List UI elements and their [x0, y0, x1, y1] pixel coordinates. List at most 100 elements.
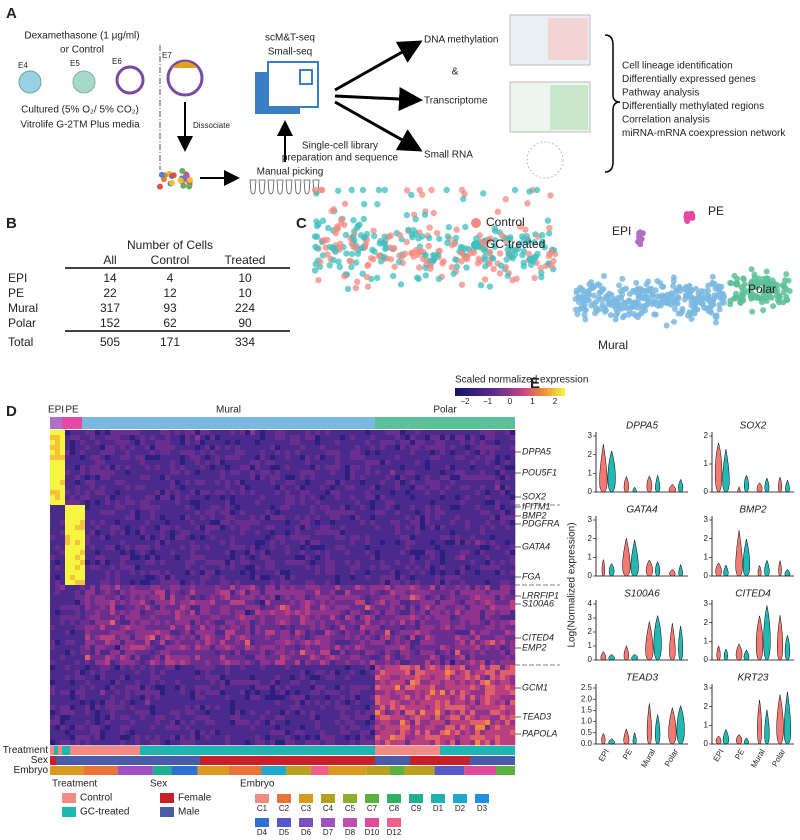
heat-cell — [140, 605, 146, 611]
heat-cell — [425, 490, 431, 496]
heat-cell — [225, 450, 231, 456]
heat-cell — [410, 510, 416, 516]
heat-cell — [355, 500, 361, 506]
heat-cell — [460, 455, 466, 461]
heat-cell — [405, 525, 411, 531]
heat-cell — [310, 610, 316, 616]
heat-cell — [180, 575, 186, 581]
heat-cell — [430, 515, 436, 521]
heat-cell — [435, 520, 441, 526]
tsne-point — [354, 278, 361, 285]
heat-cell — [410, 515, 416, 521]
heat-cell — [170, 480, 176, 486]
heat-cell — [350, 485, 356, 491]
heat-cell — [75, 435, 81, 441]
heat-cell — [430, 470, 436, 476]
heat-cell — [105, 460, 111, 466]
heat-cell — [70, 585, 76, 591]
heat-cell — [445, 470, 451, 476]
heat-cell — [195, 630, 201, 636]
heat-cell — [465, 480, 471, 486]
heat-cell — [275, 530, 281, 536]
heat-cell — [430, 555, 436, 561]
heat-cell — [115, 480, 121, 486]
heat-cell — [300, 505, 306, 511]
heat-cell — [100, 570, 106, 576]
heat-cell — [315, 495, 321, 501]
heat-cell — [400, 560, 406, 566]
tsne-point — [443, 186, 450, 194]
heat-cell — [425, 430, 431, 436]
tsne-point — [633, 312, 640, 319]
heat-cell — [405, 480, 411, 486]
heat-cell — [305, 435, 311, 441]
heat-cell — [250, 510, 256, 516]
heat-cell — [220, 545, 226, 551]
heat-cell — [465, 530, 471, 536]
tsne-point — [644, 294, 651, 301]
heat-cell — [240, 590, 246, 596]
heat-cell — [475, 490, 481, 496]
heat-cell — [455, 460, 461, 466]
heat-cell — [225, 550, 231, 556]
heat-cell — [270, 485, 276, 491]
heat-cell — [500, 590, 506, 596]
heat-cell — [335, 635, 341, 641]
table-cell: 10 — [238, 286, 252, 300]
heat-cell — [130, 475, 136, 481]
heat-cell — [445, 575, 451, 581]
heat-cell — [130, 485, 136, 491]
heat-cell — [405, 585, 411, 591]
heat-cell — [375, 515, 381, 521]
heat-cell — [315, 480, 321, 486]
heat-cell — [395, 535, 401, 541]
heat-cell — [100, 635, 106, 641]
heat-cell — [445, 435, 451, 441]
heat-cell — [405, 430, 411, 436]
heat-cell — [475, 565, 481, 571]
heat-cell — [105, 585, 111, 591]
thumbnail — [550, 85, 588, 130]
heat-cell — [330, 610, 336, 616]
heat-cell — [295, 535, 301, 541]
heat-cell — [245, 540, 251, 546]
heat-cell — [205, 545, 211, 551]
tsne-point — [727, 297, 734, 304]
heat-cell — [420, 485, 426, 491]
heat-cell — [230, 630, 236, 636]
heat-cell — [465, 495, 471, 501]
tsne-point — [713, 312, 720, 319]
heat-cell — [255, 500, 261, 506]
heat-cell — [470, 575, 476, 581]
heat-cell — [335, 435, 341, 441]
heat-cell — [200, 620, 206, 626]
heat-cell — [220, 635, 226, 641]
heat-cell — [190, 575, 196, 581]
heat-cell — [330, 605, 336, 611]
heat-cell — [60, 435, 66, 441]
heat-cell — [75, 595, 81, 601]
tsne-point — [344, 285, 352, 293]
heat-cell — [210, 460, 216, 466]
heat-cell — [380, 545, 386, 551]
heat-cell — [275, 435, 281, 441]
heat-cell — [65, 460, 71, 466]
heat-cell — [165, 640, 171, 646]
heat-cell — [90, 445, 96, 451]
heat-cell — [95, 430, 101, 436]
heat-cell — [215, 510, 221, 516]
heat-cell — [470, 605, 476, 611]
heat-cell — [140, 565, 146, 571]
heat-cell — [240, 550, 246, 556]
heat-cell — [140, 570, 146, 576]
heat-cell — [395, 520, 401, 526]
heat-cell — [365, 520, 371, 526]
heat-cell — [80, 440, 86, 446]
heat-cell — [370, 430, 376, 436]
heat-cell — [480, 595, 486, 601]
heat-cell — [95, 530, 101, 536]
heat-cell — [55, 540, 61, 546]
heat-cell — [280, 455, 286, 461]
heat-cell — [345, 575, 351, 581]
heat-cell — [395, 565, 401, 571]
